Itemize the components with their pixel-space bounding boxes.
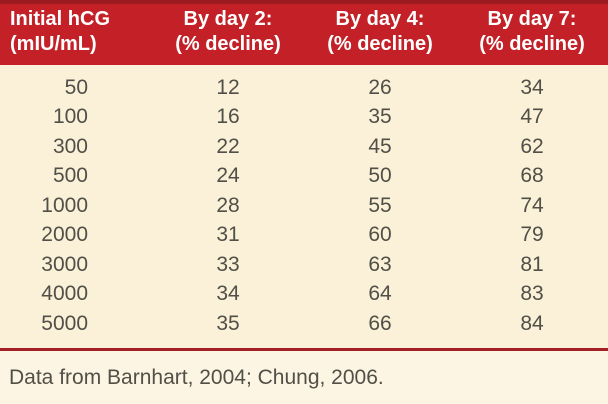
column-header-day7: By day 7: (% decline)	[456, 7, 608, 57]
table-row: 300 22 45 62	[0, 132, 608, 162]
decline-percent-cell: 35	[368, 105, 392, 129]
initial-hcg-cell: 100	[52, 105, 88, 129]
initial-hcg-cell: 500	[52, 164, 88, 188]
table-row: 50 12 26 34	[0, 73, 608, 103]
decline-percent-cell: 35	[216, 311, 240, 335]
decline-percent-cell: 64	[368, 282, 392, 306]
decline-percent-cell: 47	[520, 105, 544, 129]
decline-percent-cell: 79	[520, 223, 544, 247]
decline-percent-cell: 62	[520, 134, 544, 158]
column-header-initial-hcg: Initial hCG (mIU/mL)	[0, 7, 152, 57]
decline-percent-cell: 81	[520, 252, 544, 276]
column-header-line: Initial hCG	[10, 8, 110, 30]
footer-divider-rule	[0, 348, 608, 351]
column-header-day4: By day 4: (% decline)	[304, 7, 456, 57]
top-border-stripe	[0, 0, 608, 4]
column-header-line: (% decline)	[479, 33, 585, 55]
decline-percent-cell: 74	[520, 193, 544, 217]
initial-hcg-cell: 300	[52, 134, 88, 158]
decline-percent-cell: 68	[520, 164, 544, 188]
decline-percent-cell: 60	[368, 223, 392, 247]
decline-percent-cell: 16	[216, 105, 240, 129]
table-row: 5000 35 66 84	[0, 309, 608, 339]
column-header-line: (% decline)	[327, 33, 433, 55]
table-header-row: Initial hCG (mIU/mL) By day 2: (% declin…	[0, 4, 608, 65]
column-header-line: By day 2:	[183, 8, 273, 30]
decline-percent-cell: 24	[216, 164, 240, 188]
column-header-line: By day 4:	[335, 8, 425, 30]
initial-hcg-cell: 1000	[41, 193, 88, 217]
decline-percent-cell: 22	[216, 134, 240, 158]
decline-percent-cell: 55	[368, 193, 392, 217]
decline-percent-cell: 31	[216, 223, 240, 247]
column-header-line: By day 7:	[487, 8, 577, 30]
decline-percent-cell: 45	[368, 134, 392, 158]
table-row: 500 24 50 68	[0, 162, 608, 192]
table-row: 3000 33 63 81	[0, 250, 608, 280]
initial-hcg-cell: 50	[64, 75, 88, 99]
column-header-line: (% decline)	[175, 33, 281, 55]
decline-percent-cell: 63	[368, 252, 392, 276]
initial-hcg-cell: 4000	[41, 282, 88, 306]
table-row: 4000 34 64 83	[0, 280, 608, 310]
table-row: 100 16 35 47	[0, 103, 608, 133]
initial-hcg-cell: 2000	[41, 223, 88, 247]
decline-percent-cell: 34	[520, 75, 544, 99]
decline-percent-cell: 26	[368, 75, 392, 99]
decline-percent-cell: 83	[520, 282, 544, 306]
decline-percent-cell: 12	[216, 75, 240, 99]
column-header-day2: By day 2: (% decline)	[152, 7, 304, 57]
initial-hcg-cell: 3000	[41, 252, 88, 276]
table-body: 50 12 26 34 100 16 35 47 300 22 45 62 500 24 50 68 1000 2…	[0, 65, 608, 339]
decline-percent-cell: 34	[216, 282, 240, 306]
table-row: 2000 31 60 79	[0, 221, 608, 251]
decline-percent-cell: 28	[216, 193, 240, 217]
decline-percent-cell: 84	[520, 311, 544, 335]
decline-percent-cell: 33	[216, 252, 240, 276]
decline-percent-cell: 66	[368, 311, 392, 335]
source-note: Data from Barnhart, 2004; Chung, 2006.	[0, 351, 608, 404]
initial-hcg-cell: 5000	[41, 311, 88, 335]
decline-percent-cell: 50	[368, 164, 392, 188]
table-row: 1000 28 55 74	[0, 191, 608, 221]
column-header-line: (mIU/mL)	[10, 33, 97, 55]
